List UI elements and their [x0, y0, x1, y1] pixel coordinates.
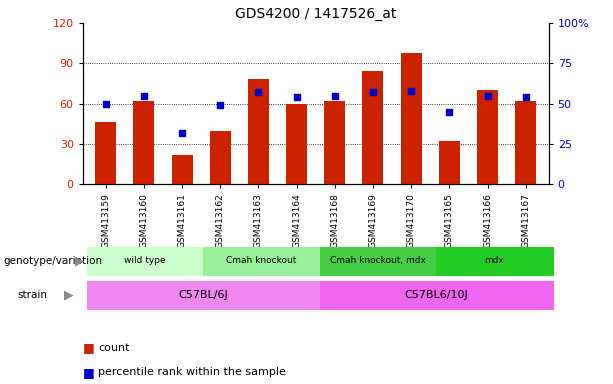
Bar	[134, 101, 154, 184]
Point	[482, 93, 492, 99]
Bar	[439, 141, 460, 184]
Text: percentile rank within the sample: percentile rank within the sample	[98, 367, 286, 377]
Point	[330, 93, 340, 99]
Bar	[172, 155, 192, 184]
Text: count: count	[98, 343, 129, 353]
Text: C57BL6/10J: C57BL6/10J	[404, 290, 468, 300]
Point	[215, 102, 225, 108]
Bar	[477, 90, 498, 184]
Point	[139, 93, 149, 99]
Point	[101, 101, 110, 107]
Point	[368, 89, 378, 96]
Point	[444, 109, 454, 115]
Bar	[362, 71, 384, 184]
Point	[406, 88, 416, 94]
Bar	[401, 53, 422, 184]
Bar	[286, 104, 307, 184]
Point	[254, 89, 264, 96]
Bar	[515, 101, 536, 184]
Text: ▶: ▶	[64, 289, 74, 302]
Text: ■: ■	[83, 366, 94, 379]
Text: mdx: mdx	[484, 256, 504, 265]
Bar	[210, 131, 230, 184]
Point	[292, 94, 302, 100]
Bar	[248, 79, 269, 184]
Point	[521, 94, 531, 100]
Bar	[95, 122, 116, 184]
Text: ■: ■	[83, 341, 94, 354]
Text: Cmah knockout, mdx: Cmah knockout, mdx	[330, 256, 426, 265]
Bar	[324, 101, 345, 184]
Title: GDS4200 / 1417526_at: GDS4200 / 1417526_at	[235, 7, 397, 21]
Text: wild type: wild type	[124, 256, 166, 265]
Text: strain: strain	[17, 290, 47, 300]
Text: C57BL/6J: C57BL/6J	[178, 290, 228, 300]
Text: Cmah knockout: Cmah knockout	[226, 256, 297, 265]
Text: genotype/variation: genotype/variation	[3, 256, 102, 266]
Text: ▶: ▶	[75, 254, 85, 267]
Point	[177, 130, 187, 136]
